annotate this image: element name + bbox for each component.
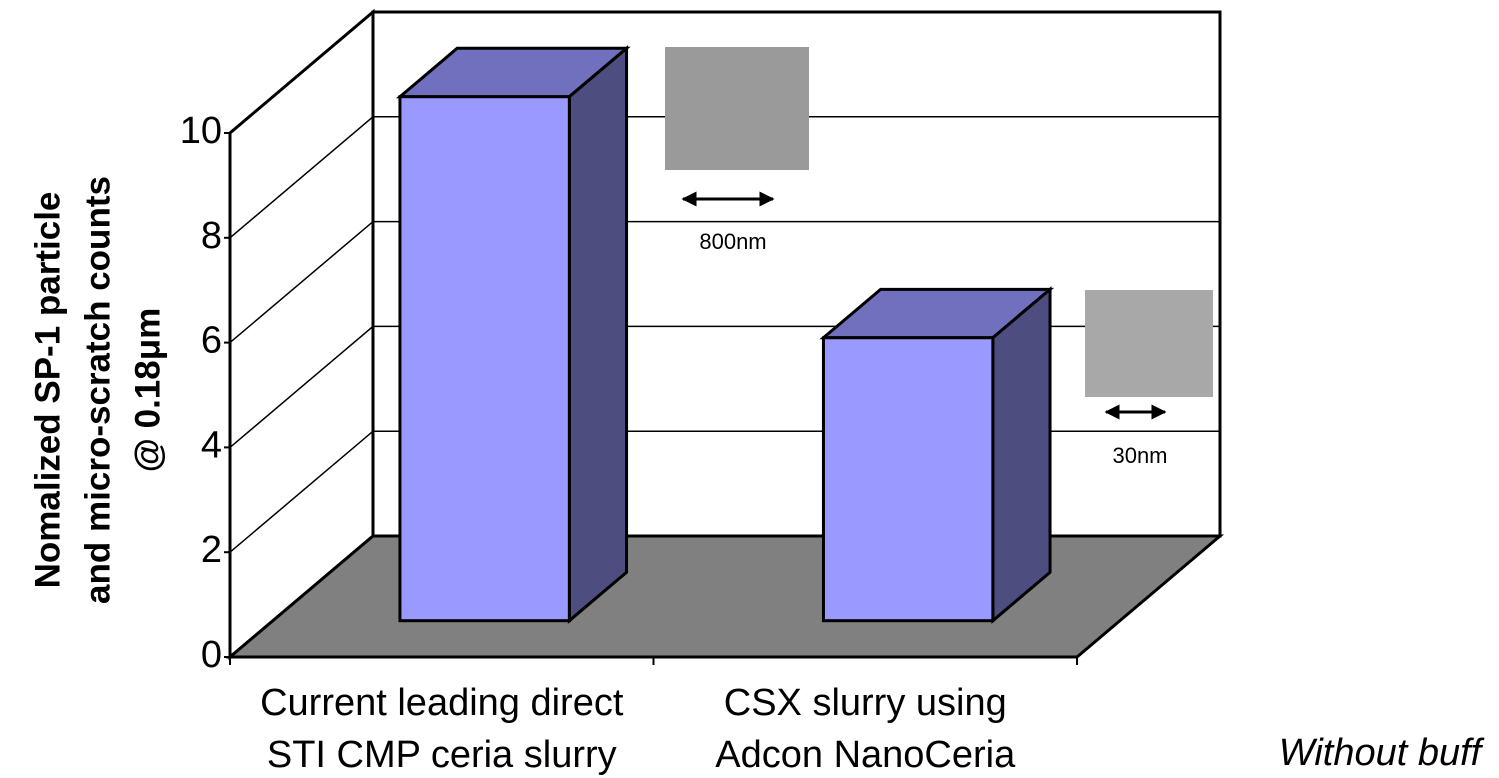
- y-axis-title-line: and micro-scratch counts: [78, 176, 117, 604]
- y-tick-label: 4: [201, 424, 222, 466]
- x-tick-label: STI CMP ceria slurry: [267, 734, 617, 776]
- x-tick-label: Adcon NanoCeria: [715, 734, 1016, 776]
- y-tick-label: 2: [201, 529, 222, 571]
- annotation: 800nm: [699, 229, 766, 254]
- chart: 0 2 4 6 8 10 Current leading direct STI CMP cer…: [0, 0, 1499, 778]
- x-tick-label: CSX slurry using: [724, 682, 1007, 724]
- y-axis-title: Nomalized SP-1 particle and micro-scratch…: [28, 176, 167, 604]
- bar-side: [569, 48, 626, 620]
- annotation: 30nm: [1112, 443, 1167, 468]
- floor: [230, 536, 1220, 657]
- page: {"chart_data": {"type": "bar3d", "y_labe…: [0, 0, 1499, 778]
- y-tick-label: 6: [201, 320, 222, 362]
- y-axis-title-line: Nomalized SP-1 particle: [28, 192, 67, 589]
- particle-image: [665, 47, 809, 170]
- bar: [400, 97, 569, 621]
- bar-side: [993, 289, 1050, 620]
- x-tick-label: Current leading direct: [260, 682, 624, 724]
- y-tick-label: 0: [201, 634, 222, 676]
- annotation: Without buff: [1279, 732, 1485, 774]
- y-axis-title-line: @ 0.18μm: [128, 308, 167, 473]
- y-tick-label: 8: [201, 215, 222, 257]
- bar: [823, 338, 992, 621]
- particle-image: [1085, 290, 1213, 397]
- y-tick-label: 10: [180, 110, 222, 152]
